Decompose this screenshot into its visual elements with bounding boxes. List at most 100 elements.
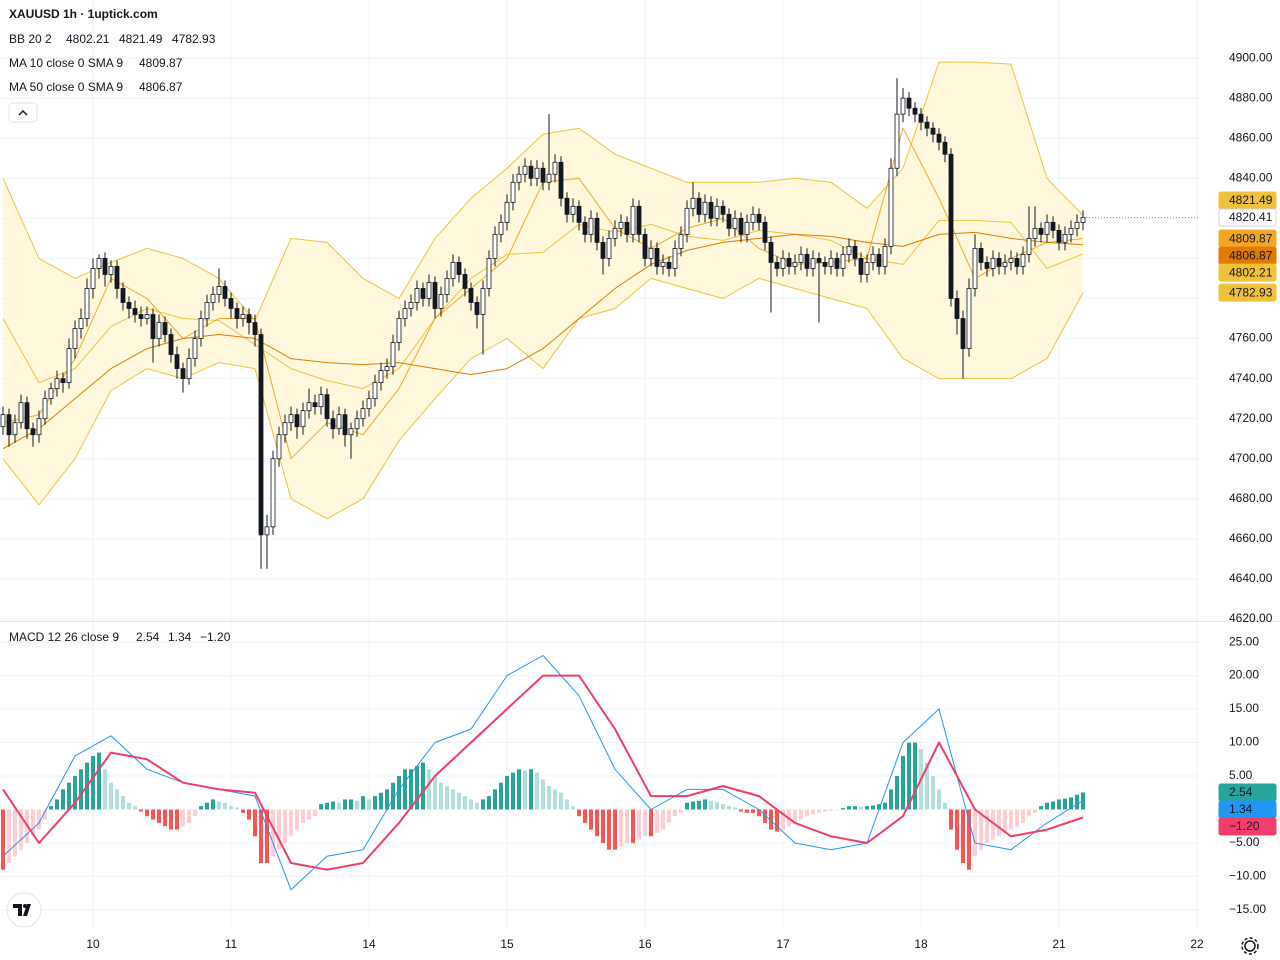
y-tick-label: 4640.00: [1229, 571, 1273, 585]
candle-body: [468, 288, 474, 303]
histogram-bar: [775, 809, 779, 832]
candle-body: [816, 258, 822, 263]
candle-body: [642, 233, 648, 259]
histogram-bar: [847, 806, 851, 810]
histogram-bar: [571, 806, 575, 810]
y-tick-label: 4760.00: [1229, 331, 1273, 345]
histogram-bar: [469, 799, 473, 810]
candle-body: [564, 197, 570, 215]
candle-body: [498, 221, 504, 235]
candle-body: [102, 258, 108, 275]
candle-body: [576, 205, 582, 223]
histogram-bar: [205, 802, 209, 810]
collapse-icon[interactable]: [18, 109, 28, 116]
candle-body: [342, 414, 348, 436]
histogram-bar: [223, 802, 227, 810]
candle-body: [264, 526, 270, 536]
candle-body: [1032, 227, 1038, 239]
histogram-bar: [649, 809, 653, 837]
candle-body: [396, 318, 402, 343]
candle-body: [270, 458, 276, 528]
candle-body: [90, 268, 96, 289]
candle-body: [234, 308, 240, 319]
histogram-bar: [553, 789, 557, 810]
histogram-bar: [331, 801, 335, 810]
candle-body: [426, 282, 432, 299]
candle-body: [36, 418, 42, 436]
histogram-bar: [343, 799, 347, 810]
candle-body: [198, 318, 204, 339]
histogram-bar: [751, 809, 755, 813]
histogram-bar: [109, 782, 113, 810]
candle-body: [720, 205, 726, 215]
candle-body: [990, 258, 996, 269]
y-tick-label: −5.00: [1229, 835, 1260, 849]
candle-body: [1056, 229, 1062, 243]
candle-body: [1044, 221, 1050, 235]
candle-body: [138, 314, 144, 319]
histogram-bar: [997, 809, 1001, 837]
candle-body: [150, 314, 156, 339]
histogram-bar: [415, 765, 419, 810]
price-badge-label: 1.34: [1229, 802, 1253, 816]
candle-body: [300, 410, 306, 428]
histogram-bar: [55, 799, 59, 810]
histogram-bar: [667, 809, 671, 823]
legend-value: −1.20: [200, 630, 231, 644]
band-upper: [2, 61, 1084, 321]
histogram-bar: [601, 809, 605, 843]
histogram-bar: [691, 801, 695, 810]
histogram-bar: [367, 799, 371, 810]
logo-badge: [6, 892, 42, 928]
candle-body: [114, 266, 120, 289]
histogram-bar: [511, 772, 515, 810]
settings-icon[interactable]: [1244, 940, 1256, 952]
histogram-bar: [421, 762, 425, 810]
histogram-bar: [727, 806, 731, 810]
settings-button[interactable]: [1241, 937, 1259, 955]
candle-body: [432, 282, 438, 309]
candle-body: [444, 278, 450, 295]
x-tick-label: 21: [1052, 937, 1066, 951]
histogram-bar: [409, 769, 413, 810]
candle-body: [858, 258, 864, 275]
candle-body: [600, 241, 606, 259]
candle-body: [126, 302, 132, 309]
settings-icon-teeth[interactable]: [1241, 937, 1259, 955]
histogram-bar: [439, 782, 443, 810]
legend-label: MACD 12 26 close 9: [9, 630, 119, 644]
candle-body: [810, 258, 816, 269]
candle-body: [12, 422, 18, 436]
collapse-button-frame[interactable]: [8, 102, 38, 123]
candle-body: [1074, 221, 1080, 229]
candle-body: [840, 254, 846, 269]
histogram-bar: [169, 809, 173, 830]
y-tick-label: 10.00: [1229, 735, 1259, 749]
histogram-bar: [637, 809, 641, 840]
price-badge-label: 4821.49: [1229, 193, 1273, 207]
candle-body: [660, 262, 666, 267]
candle-body: [636, 205, 642, 235]
candle-body: [534, 167, 540, 179]
candle-body: [654, 247, 660, 267]
candle-body: [258, 334, 264, 536]
legend-label: MA 50 close 0 SMA 9: [9, 80, 123, 94]
histogram-bar: [13, 809, 17, 857]
histogram-bar: [133, 806, 137, 810]
histogram-bar: [583, 809, 587, 823]
candle-body: [132, 308, 138, 315]
histogram-bar: [841, 808, 845, 810]
histogram-bar: [1045, 802, 1049, 810]
histogram-bar: [451, 789, 455, 810]
y-tick-label: 4680.00: [1229, 491, 1273, 505]
histogram-bar: [319, 804, 323, 810]
y-tick-label: 4620.00: [1229, 611, 1273, 625]
histogram-bar: [361, 796, 365, 810]
histogram-bar: [943, 802, 947, 810]
histogram-bar: [313, 809, 317, 817]
candle-body: [738, 217, 744, 235]
histogram-bar: [697, 800, 701, 810]
candle-body: [612, 227, 618, 239]
histogram-bar: [1075, 794, 1079, 810]
collapse-button[interactable]: [8, 102, 38, 123]
